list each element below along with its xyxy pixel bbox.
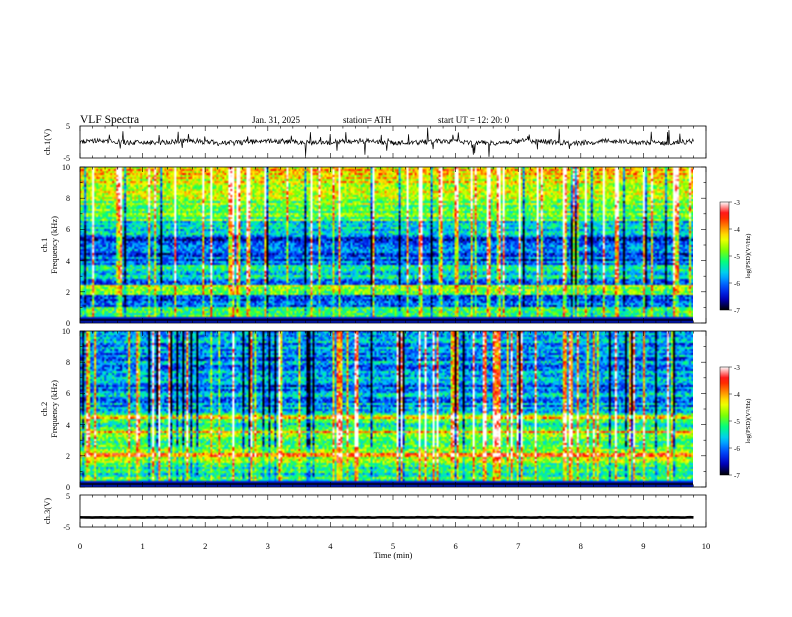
ch1-colorbar-ticks (729, 202, 732, 310)
ch2-colorbar-tick--4: -4 (734, 391, 740, 399)
ch2-frequency-label: Frequency (kHz) (49, 380, 59, 438)
ch1-freq-tick-6: 6 (66, 225, 70, 234)
x-tick-9: 9 (641, 541, 645, 551)
ch2-colorbar-tick--6: -6 (734, 445, 740, 453)
ch3-ytick-top: 5 (66, 492, 70, 501)
x-tick-1: 1 (140, 541, 144, 551)
ch1-ylabel: ch.1(V) (42, 129, 52, 155)
ch3-ylabel: ch.3(V) (42, 498, 52, 524)
ch3-ytick-bottom: -5 (63, 523, 70, 532)
start-time-label: start UT = 12: 20: 0 (438, 115, 510, 125)
station-label: station= ATH (343, 115, 392, 125)
ch3-waveform-panel: 5 -5 ch.3(V) (42, 492, 706, 532)
ch2-freq-tick-4: 4 (66, 421, 70, 430)
ch2-colorbar-ticks (729, 367, 732, 475)
ch1-colorbar-tick--5: -5 (734, 253, 740, 261)
ch1-colorbar-tick--3: -3 (734, 199, 740, 207)
x-tick-10: 10 (702, 541, 711, 551)
x-tick-7: 7 (516, 541, 520, 551)
x-tick-3: 3 (266, 541, 270, 551)
ch2-freq-tick-0: 0 (66, 483, 70, 492)
ch1-colorbar-tick--6: -6 (734, 280, 740, 288)
ch1-ytick-bottom: -5 (63, 154, 70, 163)
ch1-colorbar-label: log(PSD)(V²/Hz) (745, 234, 752, 279)
ch1-colorbar-tick--4: -4 (734, 226, 740, 234)
ch1-freq-tick-8: 8 (66, 194, 70, 203)
ch1-ytick-top: 5 (66, 122, 70, 131)
ch1-spectrogram-image (80, 167, 693, 323)
ch2-colorbar (720, 367, 729, 475)
ch1-freq-tick-4: 4 (66, 257, 70, 266)
ch1-frequency-label: Frequency (kHz) (49, 216, 59, 274)
ch2-spectrogram-image (80, 331, 693, 487)
ch1-freq-tick-10: 10 (62, 163, 70, 172)
x-tick-4: 4 (328, 541, 333, 551)
figure-title: VLF Spectra (80, 114, 139, 126)
ch2-freq-tick-2: 2 (66, 452, 70, 461)
ch1-colorbar (720, 202, 729, 310)
ch2-colorbar-tick--5: -5 (734, 418, 740, 426)
x-axis-label: Time (min) (374, 550, 413, 560)
ch2-colorbar-label: log(PSD)(V²/Hz) (745, 399, 752, 444)
ch2-freq-tick-6: 6 (66, 389, 70, 398)
ch1-colorbar-tick--7: -7 (734, 307, 740, 315)
ch2-colorbar-tick--3: -3 (734, 364, 740, 372)
x-tick-0: 0 (78, 541, 82, 551)
ch1-channel-label: ch.1 (39, 238, 49, 252)
ch2-freq-tick-10: 10 (62, 327, 70, 336)
date-label: Jan. 31, 2025 (252, 115, 300, 125)
ch2-spectrogram-panel: 10 8 6 4 2 0 ch.2 Frequency (kHz) -3 -4 … (39, 327, 752, 492)
ch1-freq-tick-2: 2 (66, 288, 70, 297)
ch1-spectrogram-panel: 10 8 6 4 2 0 ch.1 Frequency (kHz) -3 -4 … (39, 163, 752, 328)
x-tick-2: 2 (203, 541, 207, 551)
ch2-freq-tick-8: 8 (66, 358, 70, 367)
ch2-channel-label: ch.2 (39, 402, 49, 416)
x-tick-6: 6 (453, 541, 457, 551)
ch1-waveform-panel: 5 -5 ch.1(V) (42, 122, 706, 163)
x-tick-8: 8 (579, 541, 583, 551)
ch2-colorbar-tick--7: -7 (734, 472, 740, 480)
